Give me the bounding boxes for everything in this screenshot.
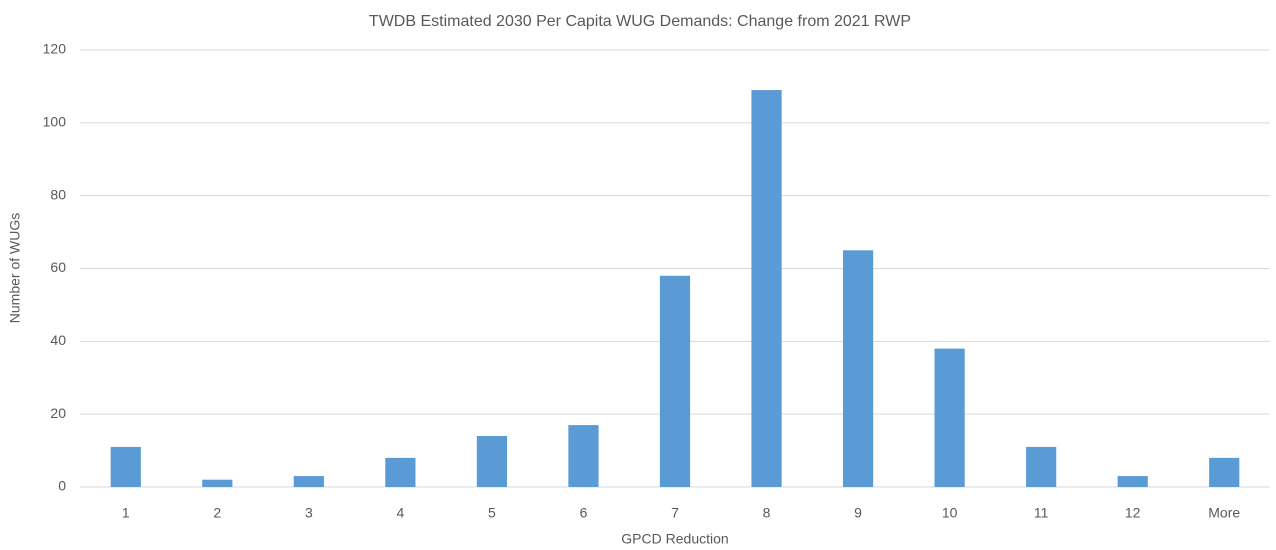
bar (659, 275, 691, 487)
x-axis-label: GPCD Reduction (621, 531, 728, 547)
bar (568, 425, 599, 487)
bar (842, 250, 874, 487)
x-tick-label: More (1208, 505, 1240, 521)
bar (1209, 457, 1240, 487)
y-tick-label: 20 (50, 405, 66, 421)
bar (1026, 446, 1057, 487)
y-tick-label: 80 (50, 186, 66, 202)
bar (110, 446, 141, 487)
x-tick-label: 11 (1034, 505, 1049, 521)
x-tick-label: 3 (305, 505, 313, 521)
bar (934, 348, 965, 487)
x-tick-label: 6 (580, 505, 588, 521)
bar (751, 90, 782, 487)
bar (476, 436, 508, 487)
bar (202, 479, 233, 487)
x-tick-label: 8 (763, 505, 771, 521)
x-tick-label: 9 (854, 505, 862, 521)
y-tick-label: 100 (43, 114, 67, 130)
chart-title: TWDB Estimated 2030 Per Capita WUG Deman… (369, 13, 911, 30)
x-tick-label: 7 (671, 505, 679, 521)
y-tick-label: 0 (58, 478, 66, 494)
y-axis-label: Number of WUGs (7, 213, 23, 323)
bar (293, 476, 324, 487)
x-tick-label: 10 (942, 505, 958, 521)
x-tick-label: 4 (396, 505, 404, 521)
bar (1117, 476, 1148, 487)
y-tick-label: 60 (50, 259, 66, 275)
x-tick-label: 5 (488, 505, 496, 521)
x-tick-label: 12 (1125, 505, 1141, 521)
y-tick-label: 120 (43, 41, 67, 57)
x-tick-label: 1 (122, 505, 130, 521)
bar (385, 457, 416, 487)
y-tick-label: 40 (50, 332, 66, 348)
x-tick-label: 2 (213, 505, 221, 521)
